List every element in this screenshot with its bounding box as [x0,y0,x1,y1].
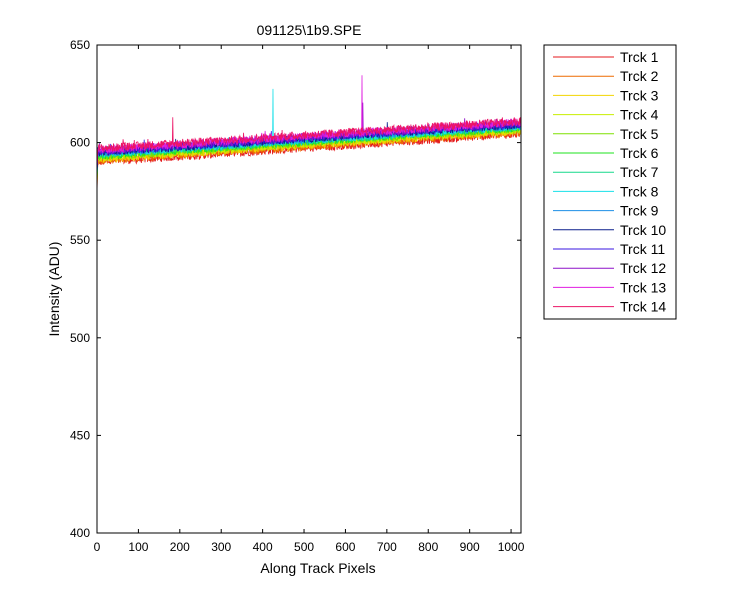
x-tick-label: 0 [94,540,101,554]
legend-label: Trck 12 [620,260,666,276]
x-tick-label: 600 [335,540,355,554]
legend-label: Trck 7 [620,164,659,180]
legend-label: Trck 11 [620,241,665,257]
y-tick-label: 400 [70,526,90,540]
legend-label: Trck 8 [620,183,659,199]
x-tick-label: 300 [211,540,231,554]
y-tick-label: 500 [70,331,90,345]
legend-label: Trck 5 [620,126,659,142]
legend-label: Trck 10 [620,222,666,238]
x-axis-label: Along Track Pixels [260,560,375,576]
legend-label: Trck 6 [620,145,659,161]
x-tick-label: 700 [377,540,397,554]
y-tick-label: 550 [70,233,90,247]
x-tick-label: 800 [418,540,438,554]
y-axis-label: Intensity (ADU) [46,242,62,337]
legend-label: Trck 14 [620,299,666,315]
x-tick-label: 100 [128,540,148,554]
legend-items: Trck 1 Trck 2 Trck 3 Trck 4 Trck 5 Trck 6 Trck… [553,49,666,315]
legend: Trck 1 Trck 2 Trck 3 Trck 4 Trck 5 Trck 6 Trck… [543,44,677,320]
legend-label: Trck 3 [620,87,659,103]
legend-label: Trck 1 [620,49,659,65]
series-layer [96,75,521,194]
legend-box [543,44,677,320]
y-tick-label: 650 [70,38,90,52]
plot-frame [96,44,522,534]
series-line-14 [96,117,521,165]
legend-label: Trck 13 [620,279,666,295]
y-axis-ticks: 400 450 500 550 600 650 [70,38,521,540]
x-tick-label: 400 [253,540,273,554]
y-tick-label: 600 [70,136,90,150]
x-axis-ticks: 0 100 200 300 400 500 600 700 800 900 1000 [94,45,525,554]
plot-area [97,45,521,533]
chart-title: 091125\1b9.SPE [257,22,362,38]
x-tick-label: 500 [294,540,314,554]
x-tick-label: 200 [170,540,190,554]
legend-label: Trck 2 [620,68,659,84]
x-tick-label: 1000 [498,540,525,554]
y-tick-label: 450 [70,428,90,442]
legend-label: Trck 9 [620,203,659,219]
legend-label: Trck 4 [620,107,659,123]
x-tick-label: 900 [460,540,480,554]
